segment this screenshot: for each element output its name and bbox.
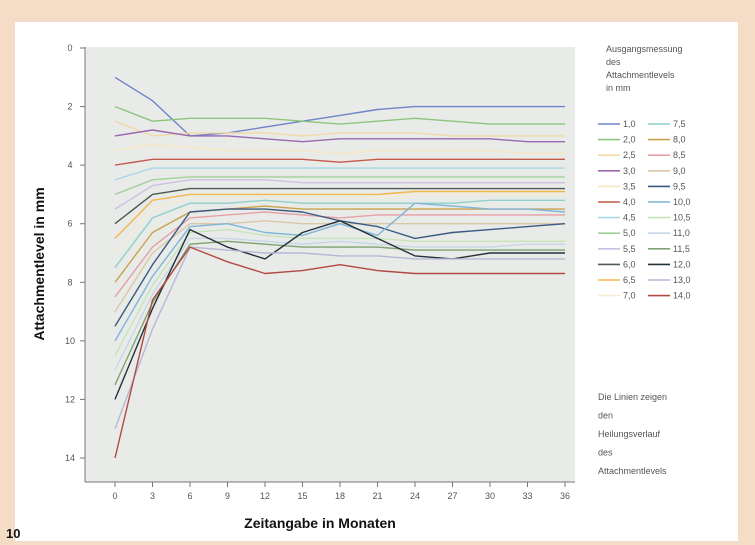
legend-entry-label: 11,0 [673, 228, 690, 238]
legend-entry-label: 12,0 [673, 259, 691, 269]
series-line-4-5 [114, 167, 565, 181]
legend-title-line: in mm [606, 83, 631, 93]
legend-entry-label: 4,0 [623, 197, 636, 207]
series-line-7-0 [114, 193, 565, 254]
legend-entry-label: 6,5 [623, 275, 636, 285]
annotation-line: Heilungsverlauf [598, 429, 661, 439]
legend-entry-label: 3,5 [623, 181, 636, 191]
series-line-2-5 [114, 120, 565, 137]
x-tick-label: 18 [335, 491, 345, 501]
legend-entry-label: 2,5 [623, 150, 636, 160]
legend-entry-label: 9,0 [673, 166, 686, 176]
y-tick-label: 0 [67, 43, 72, 53]
y-axis-title: Attachmentlevel in mm [31, 187, 47, 340]
y-axis-ticks: 0 2 4 6 8 10 12 14 [65, 43, 85, 463]
legend-entry-label: 8,5 [673, 150, 686, 160]
x-tick-label: 12 [260, 491, 270, 501]
y-tick-label: 8 [67, 277, 72, 287]
y-tick-label: 12 [65, 394, 75, 404]
y-tick-label: 10 [65, 336, 75, 346]
legend-entry-label: 2,0 [623, 135, 636, 145]
legend-entry-label: 7,5 [673, 119, 686, 129]
legend-entry-label: 3,0 [623, 166, 636, 176]
annotation-line: Attachmentlevels [598, 466, 667, 476]
x-tick-label: 9 [225, 491, 230, 501]
legend-entry-label: 10,5 [673, 213, 691, 223]
series-line-3-5 [114, 143, 565, 155]
series-line-10-0 [114, 202, 566, 342]
x-tick-label: 21 [372, 491, 382, 501]
legend-entry-label: 9,5 [673, 181, 686, 191]
legend-entry-label: 5,0 [623, 228, 636, 238]
x-tick-label: 6 [187, 491, 192, 501]
legend-entry-label: 6,0 [623, 259, 636, 269]
legend-entry-label: 1,0 [623, 119, 636, 129]
series-line-11-5 [114, 240, 565, 386]
legend-entry-label: 14,0 [673, 291, 691, 301]
x-tick-label: 3 [150, 491, 155, 501]
series-line-10-5 [114, 228, 565, 356]
annotation-line: des [598, 448, 613, 458]
x-axis-ticks: 0 3 6 9 12 15 18 21 24 27 30 33 36 [112, 482, 570, 501]
annotation-line: den [598, 411, 613, 421]
series-line-14-0 [114, 246, 565, 459]
y-tick-label: 6 [67, 219, 72, 229]
legend-entry-label: 5,5 [623, 244, 636, 254]
annotation-line: Die Linien zeigen [598, 392, 667, 402]
y-tick-label: 4 [67, 160, 72, 170]
series-line-7-5 [114, 199, 565, 269]
legend-entry-label: 8,0 [673, 135, 686, 145]
y-tick-label: 14 [65, 453, 75, 463]
legend-title-line: Ausgangsmessung [606, 44, 683, 54]
legend-entry-label: 7,0 [623, 291, 636, 301]
series-line-2-0 [114, 105, 565, 125]
series-lines [114, 76, 566, 459]
series-line-12-0 [114, 220, 565, 400]
x-tick-label: 27 [447, 491, 457, 501]
series-line-6-5 [114, 190, 565, 239]
series-line-3-0 [114, 129, 565, 143]
x-axis-title: Zeitangabe in Monaten [244, 515, 396, 531]
x-tick-label: 0 [112, 491, 117, 501]
plot-area [85, 47, 575, 482]
annotation-text: Die Linien zeigen den Heilungsverlauf des At… [598, 392, 667, 476]
series-line-11-0 [114, 237, 565, 371]
legend-title-line: des [606, 57, 621, 67]
legend-title-line: Attachmentlevels [606, 70, 675, 80]
series-line-5-0 [114, 176, 565, 196]
series-line-6-0 [114, 187, 565, 225]
x-tick-label: 15 [297, 491, 307, 501]
legend-entry-label: 13,0 [673, 275, 691, 285]
series-line-8-5 [114, 211, 565, 298]
series-line-4-0 [114, 158, 565, 166]
legend-entry-label: 4,5 [623, 213, 636, 223]
x-tick-label: 24 [410, 491, 420, 501]
legend-title: Ausgangsmessung des Attachmentlevels in mm [606, 44, 683, 93]
legend-entry-label: 10,0 [673, 197, 691, 207]
legend-entry-label: 11,5 [673, 244, 690, 254]
x-tick-label: 36 [560, 491, 570, 501]
legend: 1,0 2,0 2,5 3,0 3,5 4,0 4,5 5,0 5,5 6,0 6,5 7,0 7,5 8… [598, 119, 691, 301]
x-tick-label: 30 [485, 491, 495, 501]
x-tick-label: 33 [522, 491, 532, 501]
y-tick-label: 2 [67, 102, 72, 112]
series-line-5-5 [114, 179, 565, 210]
figure-number: 10 [6, 526, 21, 541]
